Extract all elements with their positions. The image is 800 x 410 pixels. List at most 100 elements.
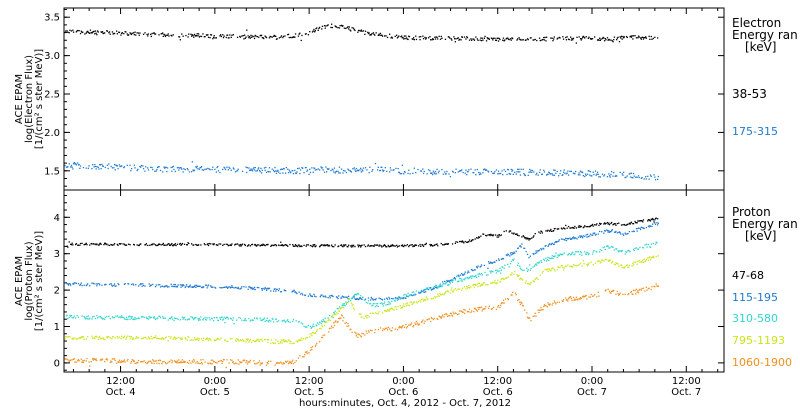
proton-data-point bbox=[106, 336, 108, 338]
proton-data-point bbox=[344, 296, 346, 298]
proton-data-point bbox=[135, 318, 137, 320]
proton-data-point bbox=[370, 245, 372, 247]
proton-data-point bbox=[276, 361, 278, 364]
electron-data-point bbox=[316, 169, 318, 171]
proton-data-point bbox=[147, 360, 150, 363]
proton-data-point bbox=[300, 245, 302, 247]
proton-data-point bbox=[447, 281, 449, 283]
electron-data-point bbox=[307, 34, 309, 36]
proton-data-point bbox=[414, 293, 416, 295]
electron-data-point bbox=[312, 30, 314, 32]
proton-data-point bbox=[369, 245, 371, 247]
proton-data-point bbox=[197, 285, 199, 287]
proton-data-point bbox=[357, 292, 359, 295]
proton-data-point bbox=[147, 318, 150, 320]
proton-data-point bbox=[430, 244, 432, 246]
proton-data-point bbox=[102, 337, 104, 339]
proton-data-point bbox=[173, 337, 175, 339]
proton-data-point bbox=[240, 340, 242, 342]
proton-data-point bbox=[430, 320, 432, 323]
electron-data-point bbox=[466, 37, 469, 39]
proton-data-point bbox=[647, 225, 650, 227]
electron-data-point bbox=[543, 36, 545, 39]
proton-data-point bbox=[239, 288, 242, 290]
electron-data-point bbox=[352, 27, 355, 29]
proton-data-point bbox=[71, 242, 73, 244]
proton-data-point bbox=[163, 338, 165, 340]
proton-data-point bbox=[133, 338, 135, 340]
proton-data-point bbox=[104, 360, 106, 363]
proton-data-point bbox=[259, 245, 261, 247]
proton-data-point bbox=[618, 231, 621, 233]
electron-data-point bbox=[186, 168, 188, 170]
proton-data-point bbox=[372, 303, 374, 305]
proton-data-point bbox=[616, 232, 618, 234]
electron-data-point bbox=[66, 30, 68, 32]
electron-data-point bbox=[442, 173, 444, 175]
electron-y-axis-title-line: [1/(cm² s ster MeV)] bbox=[34, 49, 45, 149]
proton-data-point bbox=[409, 294, 411, 296]
proton-data-point bbox=[223, 316, 225, 318]
proton-data-point bbox=[430, 316, 432, 319]
proton-data-point bbox=[562, 238, 564, 240]
proton-data-point bbox=[162, 285, 164, 287]
proton-data-point bbox=[395, 306, 397, 308]
proton-data-point bbox=[248, 244, 250, 246]
proton-data-point bbox=[511, 232, 513, 234]
proton-data-point bbox=[550, 268, 553, 270]
electron-data-point bbox=[249, 169, 251, 171]
electron-data-point bbox=[536, 39, 538, 42]
electron-data-point bbox=[196, 165, 198, 167]
proton-data-point bbox=[529, 283, 531, 285]
proton-data-point bbox=[191, 360, 193, 362]
proton-data-point bbox=[381, 299, 384, 301]
proton-data-point bbox=[570, 296, 572, 298]
electron-data-point bbox=[165, 34, 167, 36]
proton-data-point bbox=[114, 359, 116, 362]
proton-data-point bbox=[424, 243, 426, 246]
electron-data-point bbox=[431, 39, 433, 41]
proton-data-point bbox=[367, 245, 369, 247]
electron-data-point bbox=[507, 168, 509, 171]
proton-data-point bbox=[342, 320, 344, 322]
proton-data-point bbox=[585, 253, 587, 255]
proton-data-point bbox=[470, 286, 472, 288]
proton-data-point bbox=[299, 245, 301, 248]
proton-data-point bbox=[603, 230, 606, 232]
electron-data-point bbox=[598, 39, 600, 41]
electron-data-point bbox=[130, 33, 133, 36]
proton-data-point bbox=[97, 244, 99, 246]
electron-data-point bbox=[262, 37, 264, 39]
proton-data-point bbox=[447, 315, 449, 318]
electron-data-point bbox=[81, 31, 83, 33]
proton-data-point bbox=[571, 266, 573, 268]
proton-data-point bbox=[94, 359, 97, 361]
proton-data-point bbox=[442, 293, 444, 295]
proton-data-point bbox=[119, 243, 121, 245]
proton-data-point bbox=[608, 260, 610, 262]
proton-data-point bbox=[92, 316, 94, 318]
proton-data-point bbox=[77, 244, 80, 246]
proton-data-point bbox=[291, 342, 293, 345]
proton-data-point bbox=[476, 276, 478, 279]
proton-data-point bbox=[124, 361, 126, 363]
proton-data-point bbox=[306, 350, 308, 353]
proton-data-point bbox=[319, 296, 321, 298]
proton-data-point bbox=[468, 311, 470, 313]
proton-data-point bbox=[321, 320, 323, 322]
proton-data-point bbox=[105, 358, 107, 361]
proton-data-point bbox=[311, 246, 314, 248]
proton-data-point bbox=[261, 244, 263, 246]
proton-data-point bbox=[613, 263, 616, 266]
proton-data-point bbox=[212, 244, 215, 246]
proton-data-point bbox=[224, 339, 227, 341]
proton-data-point bbox=[633, 261, 635, 263]
electron-data-point bbox=[288, 169, 290, 171]
electron-data-point bbox=[314, 167, 316, 169]
proton-data-point bbox=[75, 243, 77, 245]
electron-data-point bbox=[168, 35, 170, 37]
proton-data-point bbox=[164, 337, 167, 339]
electron-data-point bbox=[439, 38, 442, 40]
proton-data-point bbox=[456, 276, 458, 278]
proton-data-point bbox=[225, 316, 227, 318]
